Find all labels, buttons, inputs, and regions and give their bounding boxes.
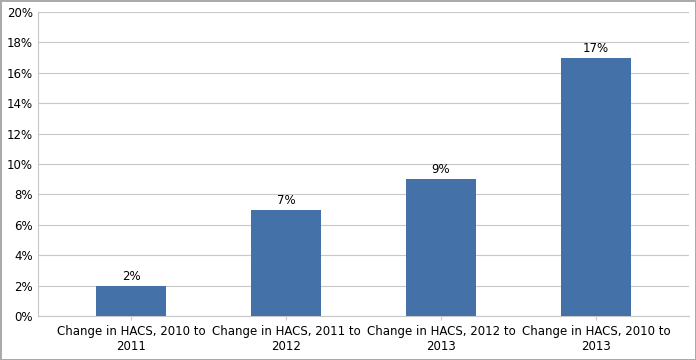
Bar bbox=[96, 285, 166, 316]
Bar bbox=[251, 210, 321, 316]
Bar bbox=[406, 179, 476, 316]
Text: 2%: 2% bbox=[122, 270, 141, 283]
Text: 17%: 17% bbox=[583, 41, 609, 54]
Bar bbox=[561, 58, 631, 316]
Text: 7%: 7% bbox=[277, 194, 295, 207]
Text: 9%: 9% bbox=[432, 163, 450, 176]
